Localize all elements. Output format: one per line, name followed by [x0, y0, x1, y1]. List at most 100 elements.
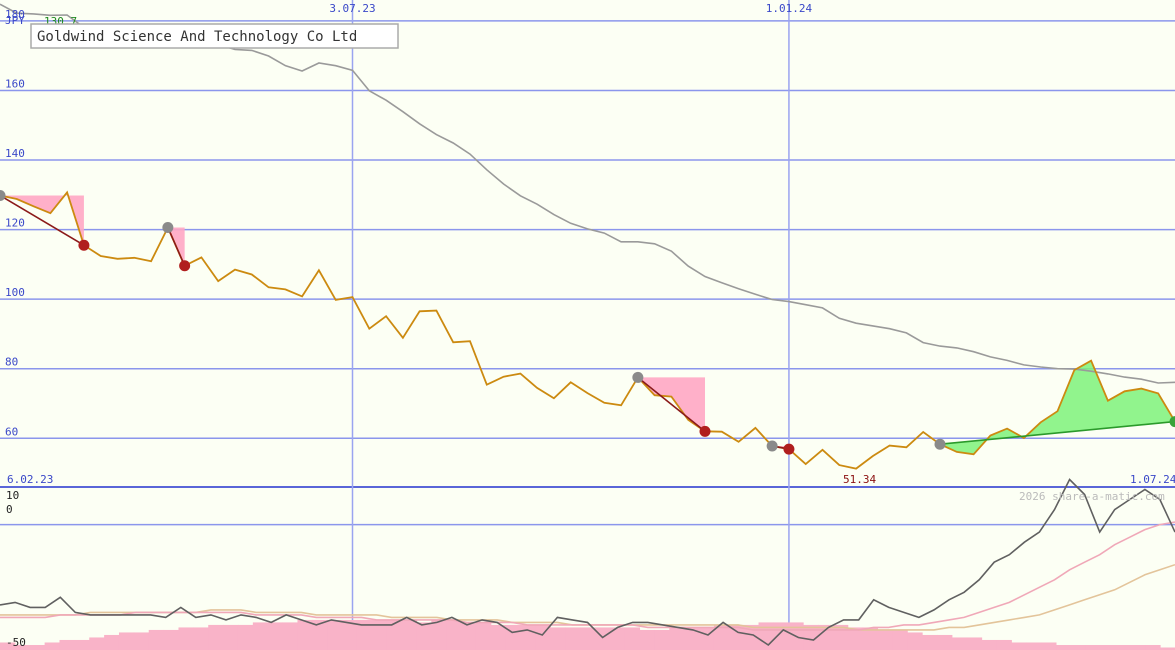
osc-bar-39 — [580, 627, 596, 650]
signal-start-4 — [934, 438, 946, 450]
signal-start-2 — [632, 371, 644, 383]
osc-bar-76 — [1130, 644, 1146, 650]
osc-bar-25 — [371, 619, 388, 650]
signal-fill-4 — [940, 360, 1175, 455]
y-tick-120: 120 — [5, 217, 25, 230]
osc-bar-9 — [133, 632, 150, 650]
osc-bar-67 — [996, 639, 1012, 650]
osc-bar-45 — [669, 627, 685, 650]
signal-end-4 — [1169, 416, 1175, 428]
osc-bar-42 — [624, 627, 641, 650]
osc-bar-7 — [104, 634, 120, 650]
y-tick-60: 60 — [5, 425, 18, 438]
date-end-label: 1.07.24 — [1130, 473, 1175, 486]
osc-bar-19 — [282, 622, 298, 650]
y-tick-180: 180 — [5, 8, 25, 21]
osc-bar-38 — [565, 627, 581, 650]
osc-bar-78 — [1160, 647, 1175, 650]
osc-bar-68 — [1011, 642, 1027, 650]
osc-bar-40 — [594, 627, 611, 650]
signal-line-0 — [0, 194, 85, 246]
osc-bar-28 — [416, 622, 432, 650]
date-label-1: 1.01.24 — [766, 2, 813, 15]
price-gridlines — [0, 20, 1175, 488]
osc-bar-3 — [44, 642, 60, 650]
osc-bar-59 — [877, 629, 893, 650]
osc-bar-48 — [713, 624, 730, 650]
axis-labels: JPY 130.7 51.34 6.02.23 1.07.24 2026 sha… — [5, 2, 1175, 649]
signal-end-0 — [78, 239, 90, 251]
osc-bar-24 — [356, 619, 373, 650]
osc-bar-36 — [535, 624, 551, 650]
signal-markers — [0, 189, 1175, 455]
signal-line-2 — [637, 376, 706, 432]
osc-bar-71 — [1056, 644, 1072, 650]
oscillator-lines — [0, 478, 1175, 647]
osc-bar-21 — [312, 619, 328, 650]
osc-main-line — [0, 478, 1175, 647]
osc-bar-49 — [728, 624, 745, 650]
osc-bar-26 — [386, 619, 403, 650]
osc-bar-37 — [550, 627, 566, 650]
y-tick-100: 100 — [5, 286, 25, 299]
osc-bar-18 — [267, 622, 284, 650]
signal-end-3 — [783, 443, 795, 455]
osc-bar-1 — [14, 644, 31, 650]
osc-bar-56 — [832, 624, 849, 650]
signal-start-0 — [0, 189, 6, 201]
y-tick-140: 140 — [5, 147, 25, 160]
date-start-label: 6.02.23 — [7, 473, 53, 486]
osc-signal-pink — [0, 521, 1175, 631]
osc-bar-33 — [490, 624, 507, 650]
osc-bar-52 — [773, 622, 789, 650]
osc-bar-75 — [1115, 644, 1131, 650]
osc-bar-2 — [29, 644, 46, 650]
signal-line-4 — [939, 420, 1175, 446]
copyright-label: 2026 share-a-matic.com — [1019, 490, 1165, 503]
osc-bar-11 — [163, 629, 179, 650]
signal-line-1 — [167, 227, 186, 267]
osc-bar-64 — [951, 637, 968, 650]
osc-bar-23 — [342, 619, 358, 650]
osc-bar-61 — [907, 632, 923, 650]
osc-bar-73 — [1085, 644, 1102, 650]
osc-bar-43 — [639, 629, 655, 650]
osc-bar-77 — [1145, 644, 1161, 650]
osc-bar-10 — [148, 629, 165, 650]
osc-bar-60 — [892, 629, 908, 650]
osc-bar-69 — [1026, 642, 1042, 650]
osc-bar-65 — [966, 637, 983, 650]
osc-bar-62 — [922, 634, 938, 650]
osc-bar-57 — [847, 627, 864, 650]
chart-title-box: Goldwind Science And Technology Co Ltd — [30, 23, 399, 49]
y-tick-160: 160 — [5, 77, 25, 90]
osc-bar-58 — [862, 627, 879, 650]
signal-end-2 — [699, 425, 711, 437]
date-label-0: 3.07.23 — [329, 2, 375, 15]
osc-tick-0: 0 — [6, 503, 13, 516]
osc-bar-32 — [475, 622, 492, 650]
chart-title: Goldwind Science And Technology Co Ltd — [37, 29, 357, 45]
osc-bar-29 — [431, 619, 447, 650]
osc-bar-16 — [237, 624, 254, 650]
osc-bar-4 — [59, 639, 75, 650]
date-gridlines — [351, 0, 790, 650]
signal-start-3 — [766, 440, 778, 452]
osc-bar-35 — [520, 624, 536, 650]
osc-tick-10: 10 — [6, 489, 19, 502]
signal-start-1 — [162, 221, 174, 233]
osc-bar-72 — [1070, 644, 1087, 650]
osc-bar-17 — [252, 622, 269, 650]
osc-bar-6 — [89, 637, 105, 650]
osc-bar-50 — [743, 624, 760, 650]
osc-tick-minus50: -50 — [6, 636, 26, 649]
osc-bar-30 — [446, 619, 462, 650]
osc-bar-13 — [193, 627, 209, 650]
osc-bar-14 — [208, 624, 224, 650]
osc-bar-74 — [1100, 644, 1117, 650]
osc-bar-63 — [937, 634, 953, 650]
min-price-label: 51.34 — [843, 473, 876, 486]
currency-label: JPY — [5, 14, 25, 27]
